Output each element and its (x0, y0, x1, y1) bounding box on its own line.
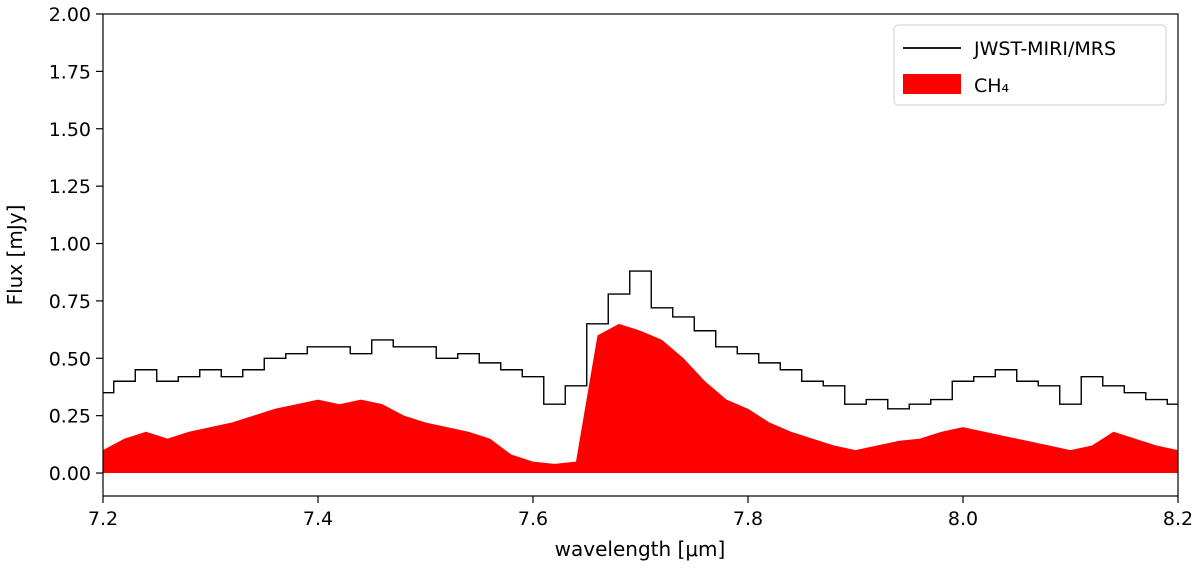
y-axis-label: Flux [mJy] (3, 205, 27, 306)
y-tick-label: 0.50 (49, 348, 91, 370)
x-tick-label: 7.6 (518, 508, 548, 530)
legend-swatch-model (903, 74, 961, 94)
series-ch4-area (103, 323, 1178, 474)
y-tick-label: 0.00 (49, 463, 91, 485)
y-tick-label: 1.00 (49, 234, 91, 256)
legend-label-model: CH₄ (974, 75, 1010, 97)
x-tick-label: 7.2 (88, 508, 118, 530)
x-tick-label: 7.8 (733, 508, 763, 530)
x-tick-label: 8.2 (1163, 508, 1193, 530)
y-tick-label: 1.25 (49, 176, 91, 198)
y-axis: 0.00 0.25 0.50 0.75 1.00 1.25 1.50 1.75 2.00 (49, 4, 103, 485)
legend-label-observed: JWST-MIRI/MRS (973, 38, 1116, 60)
legend: JWST-MIRI/MRS CH₄ (893, 24, 1167, 106)
series-jwst-line (103, 270, 1178, 410)
legend-box (893, 24, 1167, 106)
y-tick-label: 0.75 (49, 291, 91, 313)
x-tick-label: 8.0 (948, 508, 978, 530)
x-axis-label: wavelength [μm] (555, 537, 726, 561)
x-axis: 7.2 7.4 7.6 7.8 8.0 8.2 (88, 496, 1193, 530)
y-tick-label: 0.25 (49, 406, 91, 428)
y-tick-label: 2.00 (49, 4, 91, 26)
x-tick-label: 7.4 (303, 508, 333, 530)
plot-area (103, 270, 1178, 474)
y-tick-label: 1.50 (49, 119, 91, 141)
plot-frame (102, 13, 1179, 497)
y-tick-label: 1.75 (49, 61, 91, 83)
